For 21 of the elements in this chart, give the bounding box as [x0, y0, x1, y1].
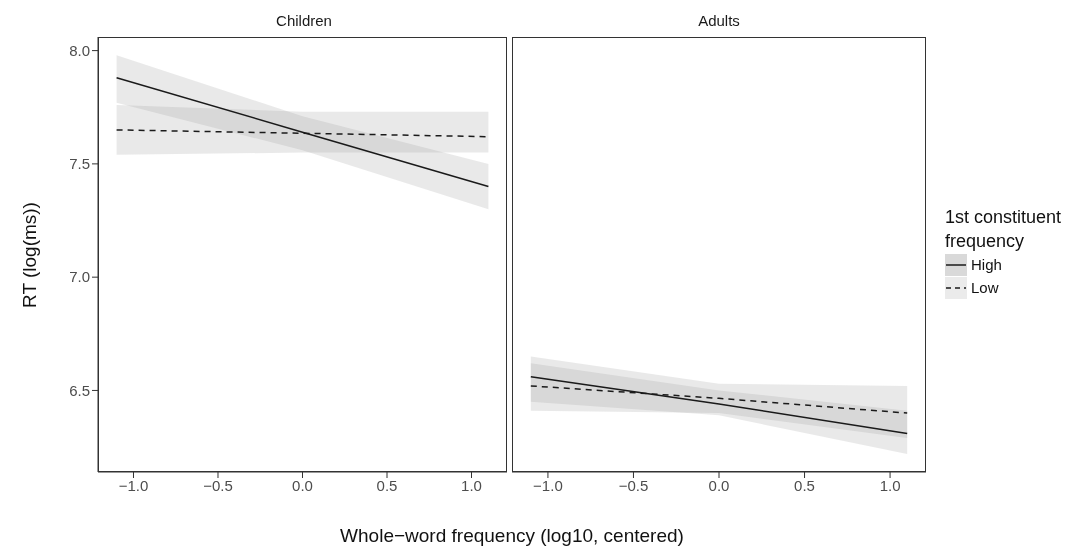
- chart-title: Adults: [697, 12, 741, 29]
- x-tick-label: 0.0: [292, 476, 313, 494]
- legend-title: 1st constituent frequency: [945, 206, 1063, 253]
- x-tick-label: 0.0: [708, 476, 730, 494]
- x-tick-label: −1.0: [533, 476, 563, 494]
- x-tick-label: −1.0: [118, 476, 149, 494]
- chart-title: Children: [275, 12, 333, 29]
- y-tick-label: 8.0: [69, 41, 90, 59]
- x-tick-label: 0.5: [794, 476, 815, 494]
- y-tick-label: 7.0: [69, 268, 90, 286]
- legend-label: Low: [971, 279, 999, 296]
- x-tick-label: 1.0: [461, 476, 482, 494]
- x-tick-label: 0.5: [376, 476, 398, 494]
- legend-label: High: [971, 256, 1002, 273]
- x-axis-title: Whole−word frequency (log10, centered): [339, 525, 685, 547]
- x-tick-label: 1.0: [879, 476, 901, 494]
- x-tick-label: −0.5: [203, 476, 233, 494]
- y-tick-label: 6.5: [69, 381, 90, 399]
- x-tick-label: −0.5: [618, 476, 649, 494]
- y-axis-title: RT (log(ms)): [19, 202, 41, 308]
- y-tick-label: 7.5: [69, 155, 90, 173]
